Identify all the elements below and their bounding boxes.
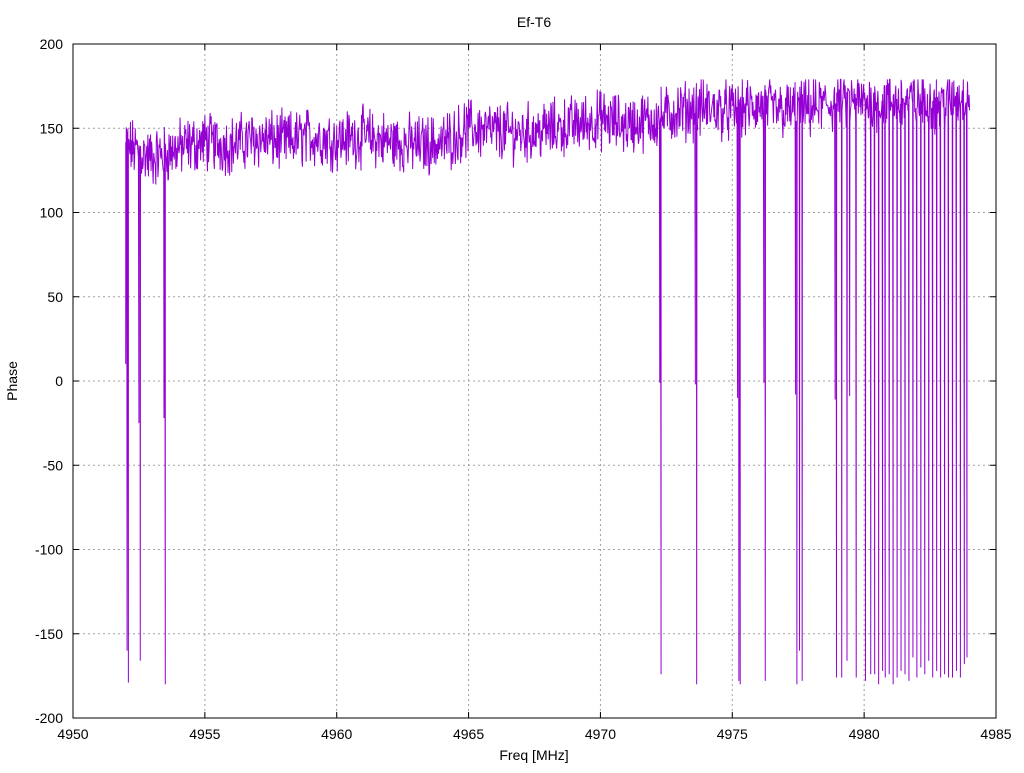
y-tick-label: 100 bbox=[40, 205, 64, 221]
x-axis-label: Freq [MHz] bbox=[499, 747, 568, 763]
y-tick-label: 50 bbox=[47, 289, 63, 305]
plot-area bbox=[125, 78, 971, 685]
x-tick-label: 4975 bbox=[717, 726, 748, 742]
x-tick-label: 4960 bbox=[321, 726, 352, 742]
x-tick-label: 4970 bbox=[585, 726, 616, 742]
phase-series-line bbox=[125, 78, 971, 685]
y-tick-label: -200 bbox=[35, 710, 63, 726]
x-tick-label: 4980 bbox=[849, 726, 880, 742]
y-tick-label: 0 bbox=[55, 373, 63, 389]
x-tick-label: 4955 bbox=[189, 726, 220, 742]
x-tick-label: 4950 bbox=[57, 726, 88, 742]
chart-title: Ef-T6 bbox=[517, 14, 551, 30]
x-tick-label: 4985 bbox=[980, 726, 1011, 742]
y-tick-label: -150 bbox=[35, 626, 63, 642]
axes: 4950 4955 4960 4965 4970 4975 4980 4985 -200 -150… bbox=[35, 36, 1012, 742]
y-tick-label: 200 bbox=[40, 36, 64, 52]
y-tick-label: -50 bbox=[43, 457, 63, 473]
grid bbox=[73, 44, 996, 718]
y-tick-label: 150 bbox=[40, 120, 64, 136]
y-axis-label: Phase bbox=[4, 361, 20, 401]
y-tick-label: -100 bbox=[35, 542, 63, 558]
x-tick-label: 4965 bbox=[453, 726, 484, 742]
